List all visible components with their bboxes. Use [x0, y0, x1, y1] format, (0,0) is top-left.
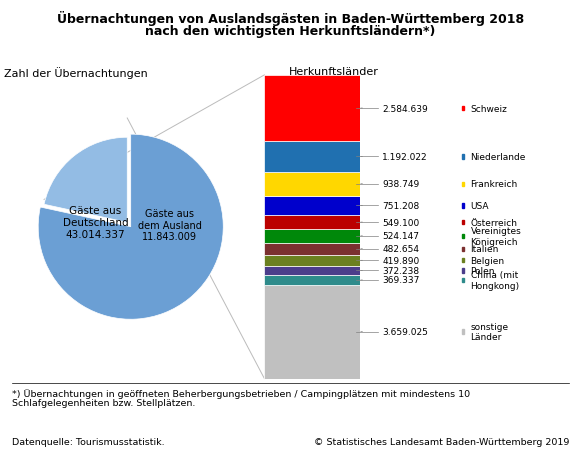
Text: Gäste aus
dem Ausland
11.843.009: Gäste aus dem Ausland 11.843.009 [138, 209, 202, 242]
Bar [264, 276, 360, 285]
Text: 751.208: 751.208 [382, 202, 419, 211]
Text: 524.147: 524.147 [382, 232, 419, 241]
Bar [462, 258, 464, 263]
Text: 1.192.022: 1.192.022 [382, 152, 428, 162]
Text: sonstige
Länder: sonstige Länder [471, 322, 509, 341]
Text: Polen: Polen [471, 266, 495, 275]
Bar [462, 247, 464, 252]
Bar [264, 243, 360, 255]
Bar [462, 278, 464, 282]
Bar [462, 220, 464, 225]
Bar [264, 230, 360, 243]
Text: Österreich: Österreich [471, 218, 518, 227]
Bar [462, 182, 464, 186]
Text: 372.238: 372.238 [382, 266, 419, 275]
Bar [462, 106, 464, 111]
Text: Italien: Italien [471, 245, 499, 254]
Text: 419.890: 419.890 [382, 256, 419, 265]
Bar [264, 172, 360, 196]
Text: 938.749: 938.749 [382, 180, 419, 189]
Text: Übernachtungen von Auslandsgästen in Baden-Württemberg 2018: Übernachtungen von Auslandsgästen in Bad… [57, 11, 524, 27]
Text: *) Übernachtungen in geöffneten Beherbergungsbetrieben / Campingplätzen mit mind: *) Übernachtungen in geöffneten Beherber… [12, 388, 470, 397]
Text: USA: USA [471, 202, 489, 211]
Bar [264, 285, 360, 379]
Text: Schlafgelegenheiten bzw. Stellplätzen.: Schlafgelegenheiten bzw. Stellplätzen. [12, 398, 195, 408]
Text: 3.659.025: 3.659.025 [382, 327, 428, 336]
Bar [264, 216, 360, 230]
Text: 369.337: 369.337 [382, 276, 419, 285]
Bar [264, 76, 360, 142]
Text: Datenquelle: Tourismusstatistik.: Datenquelle: Tourismusstatistik. [12, 437, 164, 446]
Text: 549.100: 549.100 [382, 218, 419, 227]
Wedge shape [38, 135, 223, 319]
Bar [264, 196, 360, 216]
Text: nach den wichtigsten Herkunftsländern*): nach den wichtigsten Herkunftsländern*) [145, 25, 436, 38]
Bar [462, 234, 464, 238]
Text: Belgien: Belgien [471, 256, 505, 265]
Bar [462, 155, 464, 159]
Text: 2.584.639: 2.584.639 [382, 104, 428, 113]
Text: Zahl der Übernachtungen: Zahl der Übernachtungen [3, 67, 148, 78]
Text: Niederlande: Niederlande [471, 152, 526, 162]
Bar [462, 269, 464, 273]
Text: Frankreich: Frankreich [471, 180, 518, 189]
Wedge shape [44, 138, 127, 223]
Text: 482.654: 482.654 [382, 245, 419, 254]
Bar [462, 204, 464, 208]
Text: Gäste aus
Deutschland
43.014.337: Gäste aus Deutschland 43.014.337 [63, 206, 128, 239]
Text: Schweiz: Schweiz [471, 104, 507, 113]
Text: Vereinigtes
Königreich: Vereinigtes Königreich [471, 227, 521, 246]
Bar [264, 142, 360, 172]
Bar [462, 330, 464, 334]
Text: © Statistisches Landesamt Baden-Württemberg 2019: © Statistisches Landesamt Baden-Württemb… [314, 437, 569, 446]
Bar [264, 266, 360, 276]
Text: Herkunftsländer: Herkunftsländer [289, 67, 379, 77]
Text: China (mit
Hongkong): China (mit Hongkong) [471, 271, 520, 290]
Bar [264, 255, 360, 266]
